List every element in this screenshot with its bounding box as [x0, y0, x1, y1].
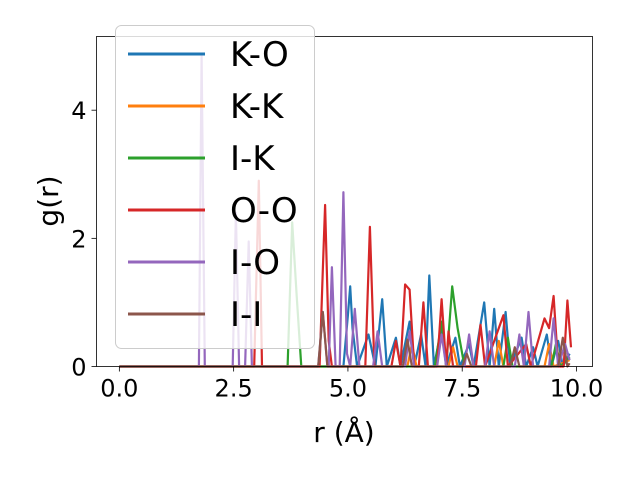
legend-label-i-i: I-I — [230, 295, 262, 335]
x-axis-ticks: 0.0 2.5 5.0 7.5 10.0 — [100, 366, 603, 403]
x-tick-label: 5.0 — [329, 375, 367, 403]
series-line-i-i — [119, 310, 571, 368]
x-tick-label: 0.0 — [100, 375, 138, 403]
x-tick-label: 7.5 — [443, 375, 481, 403]
x-axis-label: r (Å) — [313, 415, 374, 449]
y-tick-label: 0 — [71, 354, 86, 382]
legend-label-k-o: K-O — [230, 35, 289, 75]
legend-label-o-o: O-O — [230, 191, 298, 231]
plot-area-frame — [96, 36, 593, 367]
x-tick-label: 10.0 — [550, 375, 603, 403]
series-line-o-o — [119, 179, 573, 368]
x-tick-label: 2.5 — [215, 375, 253, 403]
y-axis-ticks: 0 2 4 — [71, 97, 97, 382]
legend-label-i-k: I-K — [230, 139, 276, 179]
legend: K-O K-K I-K O-O I-O I-I — [115, 25, 315, 349]
y-axis-label: g(r) — [32, 175, 65, 226]
legend-label-i-o: I-O — [230, 243, 280, 283]
y-tick-label: 2 — [71, 225, 86, 253]
y-tick-label: 4 — [71, 97, 86, 125]
legend-label-k-k: K-K — [230, 87, 285, 127]
